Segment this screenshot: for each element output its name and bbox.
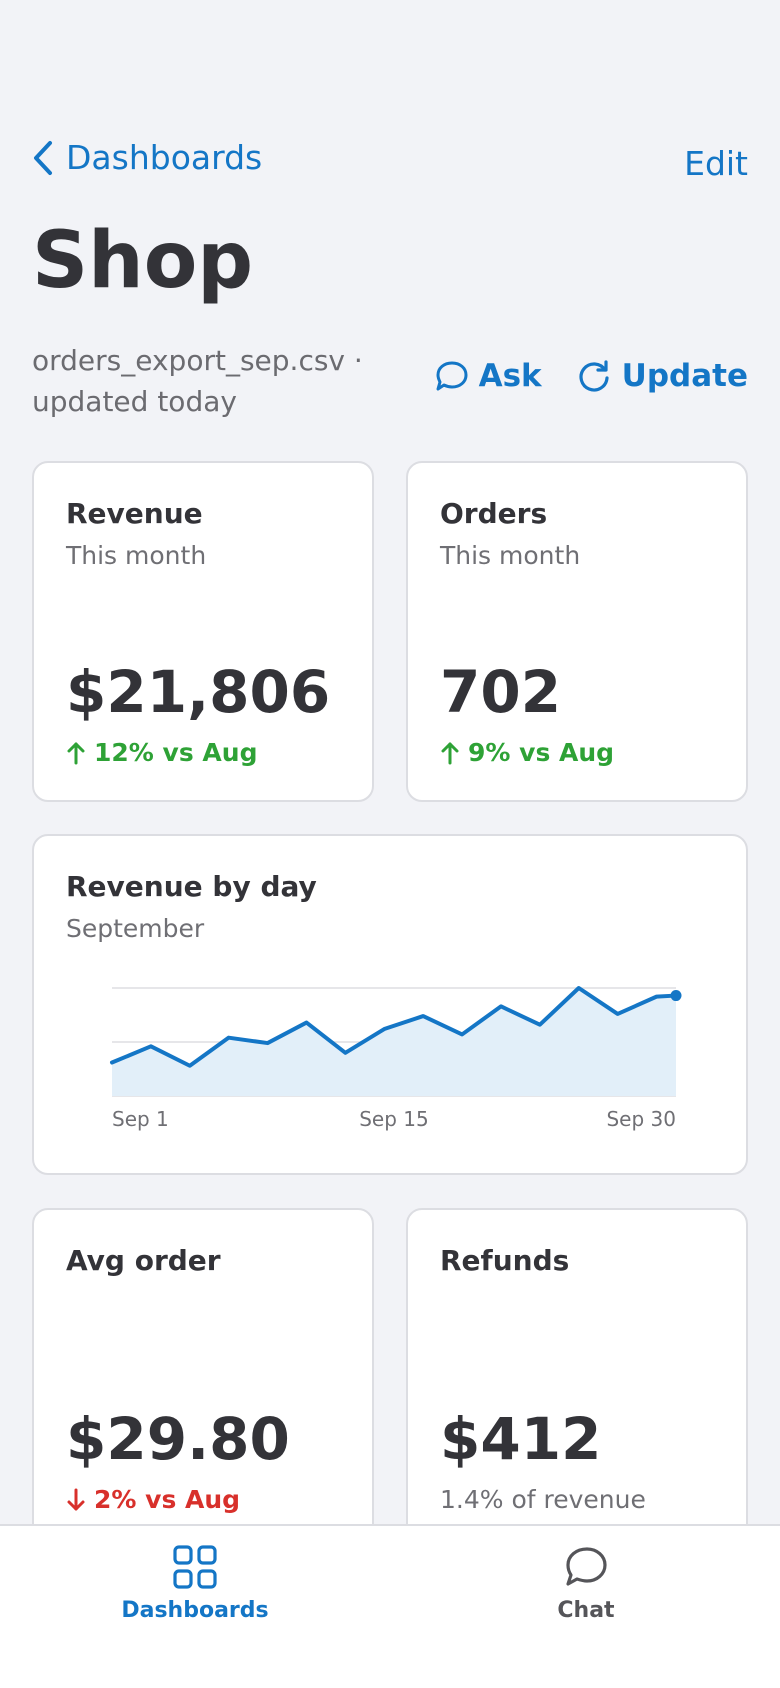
tab-label: Dashboards <box>121 1598 269 1623</box>
chart-x-tick-label: Sep 30 <box>606 1107 676 1131</box>
ask-button[interactable]: Ask <box>435 358 542 394</box>
orders-card[interactable]: Orders This month 702 9% vs Aug <box>406 461 748 802</box>
nav-bar: Dashboards Edit <box>32 138 748 188</box>
chart-subtitle: September <box>66 914 205 943</box>
chart-x-tick-label: Sep 15 <box>359 1107 429 1131</box>
card-title: Revenue <box>66 497 203 530</box>
revenue-line-chart: Sep 1 Sep 15 Sep 30 <box>110 986 682 1131</box>
page-title: Shop <box>32 216 254 306</box>
card-subtitle: This month <box>66 541 207 570</box>
header-actions: Ask Update <box>435 358 748 394</box>
chart-x-tick-label: Sep 1 <box>112 1107 169 1131</box>
data-source-info: orders_export_sep.csv · updated today <box>32 340 412 422</box>
update-label: Update <box>621 358 748 394</box>
chevron-left-icon <box>34 140 52 175</box>
grid-icon <box>173 1545 217 1589</box>
delta-label: 9% vs Aug <box>468 738 615 767</box>
revenue-by-day-card[interactable]: Revenue by day September Sep 1 Sep 15 Sep … <box>32 834 748 1175</box>
card-subtitle: This month <box>440 541 581 570</box>
arrow-up-icon <box>67 742 85 764</box>
orders-value: 702 <box>440 658 562 726</box>
chart-area-fill <box>112 988 676 1096</box>
tab-dashboards[interactable]: Dashboards <box>95 1544 295 1623</box>
tab-bar: Dashboards Chat <box>0 1524 780 1688</box>
refunds-card[interactable]: Refunds $412 1.4% of revenue <box>406 1208 748 1549</box>
updated-status: updated today <box>32 385 237 418</box>
refunds-value: $412 <box>440 1405 602 1473</box>
card-title: Avg order <box>66 1244 221 1277</box>
ask-label: Ask <box>478 358 542 394</box>
update-button[interactable]: Update <box>576 358 748 394</box>
back-label: Dashboards <box>66 138 263 177</box>
tab-chat[interactable]: Chat <box>486 1544 686 1623</box>
revenue-delta: 12% vs Aug <box>66 738 257 767</box>
source-file-name: orders_export_sep.csv · <box>32 344 363 377</box>
tab-label: Chat <box>557 1598 615 1623</box>
refresh-icon <box>579 360 609 392</box>
avg-order-delta: 2% vs Aug <box>66 1485 240 1514</box>
chat-bubble-icon <box>436 361 468 391</box>
back-button[interactable]: Dashboards <box>32 138 262 177</box>
chart-title: Revenue by day <box>66 870 317 903</box>
avg-order-value: $29.80 <box>66 1405 290 1473</box>
edit-button[interactable]: Edit <box>684 144 748 183</box>
card-title: Refunds <box>440 1244 570 1277</box>
chat-bubble-icon <box>566 1547 607 1586</box>
chart-data-point <box>670 990 682 1002</box>
revenue-value: $21,806 <box>66 658 331 726</box>
delta-label: 12% vs Aug <box>94 738 258 767</box>
chart-series-line <box>110 986 678 1068</box>
delta-label: 2% vs Aug <box>94 1485 241 1514</box>
refunds-note: 1.4% of revenue <box>440 1485 646 1514</box>
card-title: Orders <box>440 497 548 530</box>
orders-delta: 9% vs Aug <box>440 738 614 767</box>
avg-order-card[interactable]: Avg order $29.80 2% vs Aug <box>32 1208 374 1549</box>
arrow-down-icon <box>67 1488 85 1510</box>
arrow-up-icon <box>441 742 459 764</box>
revenue-card[interactable]: Revenue This month $21,806 12% vs Aug <box>32 461 374 802</box>
